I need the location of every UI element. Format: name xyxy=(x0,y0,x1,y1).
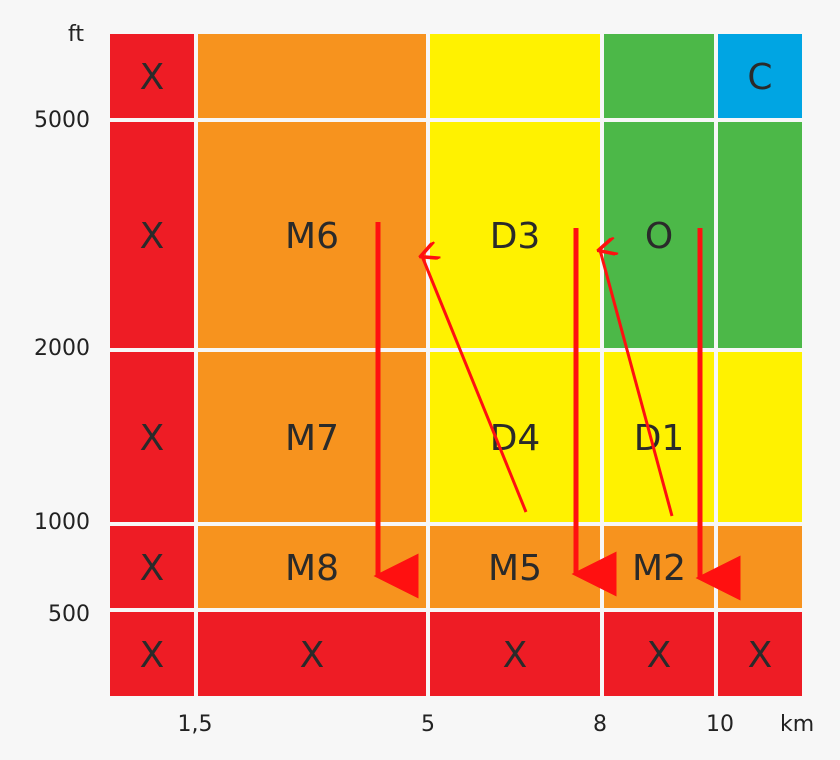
zone-cell xyxy=(604,352,714,522)
zone-label-d1: D1 xyxy=(634,418,685,459)
zone-label-c: C xyxy=(747,57,772,98)
zone-label-m7: M7 xyxy=(285,418,339,459)
zone-cell xyxy=(110,34,194,118)
zone-cell xyxy=(430,612,600,696)
y-tick-500: 500 xyxy=(48,602,90,627)
zone-label-m2: M2 xyxy=(632,548,686,589)
zone-cell xyxy=(110,612,194,696)
zone-label-m6: M6 xyxy=(285,216,339,257)
zone-label-m5: M5 xyxy=(488,548,542,589)
zone-label-x: X xyxy=(300,635,325,676)
zone-cell xyxy=(110,526,194,608)
zone-label-d4: D4 xyxy=(490,418,541,459)
zone-cell xyxy=(430,34,600,118)
x-tick-1-5: 1,5 xyxy=(177,712,213,737)
zone-cell xyxy=(604,612,714,696)
y-tick-5000: 5000 xyxy=(34,108,90,133)
zone-cell xyxy=(718,352,802,522)
zone-cell xyxy=(718,34,802,118)
zone-cell xyxy=(198,352,426,522)
zone-label-x: X xyxy=(647,635,672,676)
zone-cell xyxy=(430,352,600,522)
zone-label-x: X xyxy=(748,635,773,676)
x-tick-5: 5 xyxy=(421,712,435,737)
arrow-m5-to-m6 xyxy=(422,256,528,513)
zone-label-o: O xyxy=(645,216,673,257)
zone-label-x: X xyxy=(503,635,528,676)
zone-label-d3: D3 xyxy=(490,216,541,257)
zone-cell xyxy=(198,122,426,348)
zone-label-x: X xyxy=(140,635,165,676)
zone-cell xyxy=(430,122,600,348)
zone-label-m8: M8 xyxy=(285,548,339,589)
arrow-m2-to-d3 xyxy=(600,250,674,517)
zone-cell xyxy=(198,612,426,696)
zone-label-x: X xyxy=(140,57,165,98)
zone-cell xyxy=(198,34,426,118)
x-axis-unit: km xyxy=(780,712,815,737)
x-tick-10: 10 xyxy=(706,712,734,737)
y-tick-2000: 2000 xyxy=(34,336,90,361)
zone-cell xyxy=(718,526,802,608)
zone-cell xyxy=(110,352,194,522)
zone-label-x: X xyxy=(140,216,165,257)
zone-cell xyxy=(718,612,802,696)
zone-cell xyxy=(604,34,714,118)
zone-label-x: X xyxy=(140,418,165,459)
x-tick-8: 8 xyxy=(593,712,607,737)
arrows-layer xyxy=(373,222,741,601)
zone-label-x: X xyxy=(140,548,165,589)
y-axis-unit: ft xyxy=(68,22,84,47)
y-tick-1000: 1000 xyxy=(34,510,90,535)
zone-cell xyxy=(604,122,714,348)
zone-cell xyxy=(718,122,802,348)
zone-cell xyxy=(110,122,194,348)
